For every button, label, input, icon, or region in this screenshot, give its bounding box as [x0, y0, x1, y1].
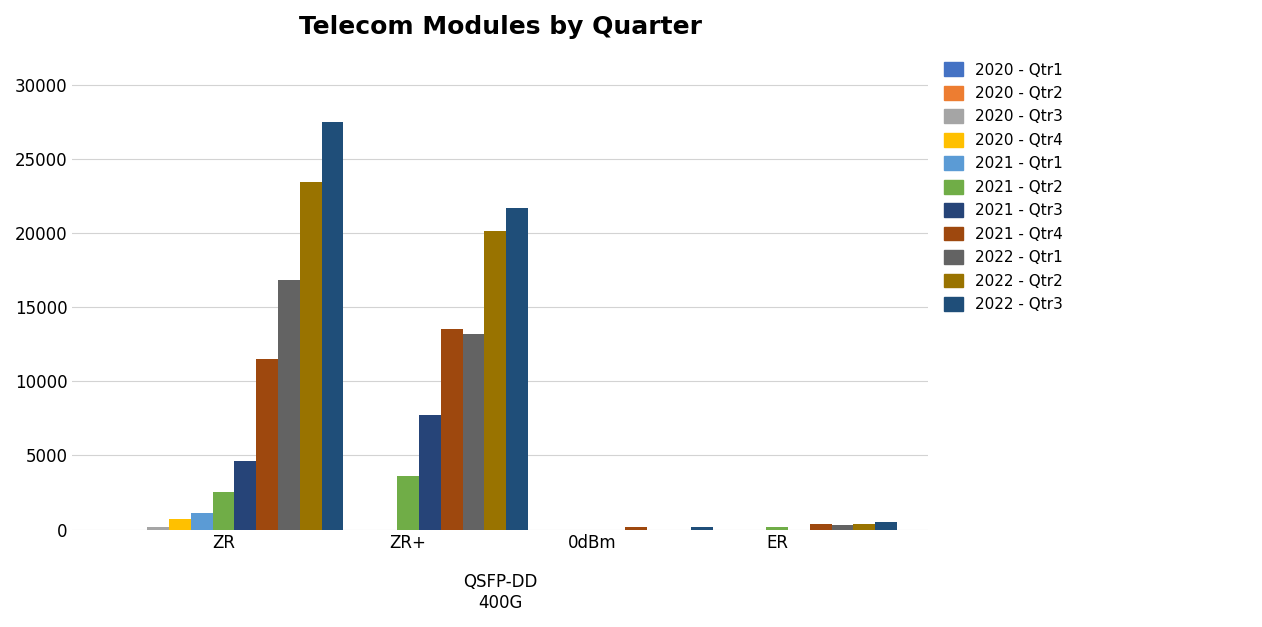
Bar — [876, 522, 897, 530]
Bar — [398, 476, 419, 530]
Bar — [810, 524, 832, 530]
Bar — [322, 122, 343, 530]
Bar — [300, 182, 322, 530]
Bar — [440, 329, 463, 530]
Bar — [191, 513, 212, 530]
Bar — [766, 527, 787, 530]
Bar — [463, 334, 485, 530]
Bar — [832, 525, 853, 530]
Bar — [256, 359, 278, 530]
Bar — [506, 208, 528, 530]
Bar — [419, 415, 440, 530]
Bar — [690, 527, 713, 530]
Bar — [169, 519, 191, 530]
Bar — [853, 524, 876, 530]
Bar — [625, 527, 647, 530]
Title: Telecom Modules by Quarter: Telecom Modules by Quarter — [299, 15, 702, 39]
X-axis label: QSFP-DD
400G: QSFP-DD 400G — [463, 573, 538, 612]
Bar — [485, 231, 506, 530]
Bar — [278, 280, 300, 530]
Bar — [235, 461, 256, 530]
Bar — [148, 527, 169, 530]
Legend: 2020 - Qtr1, 2020 - Qtr2, 2020 - Qtr3, 2020 - Qtr4, 2021 - Qtr1, 2021 - Qtr2, 20: 2020 - Qtr1, 2020 - Qtr2, 2020 - Qtr3, 2… — [944, 63, 1063, 312]
Bar — [212, 492, 235, 530]
